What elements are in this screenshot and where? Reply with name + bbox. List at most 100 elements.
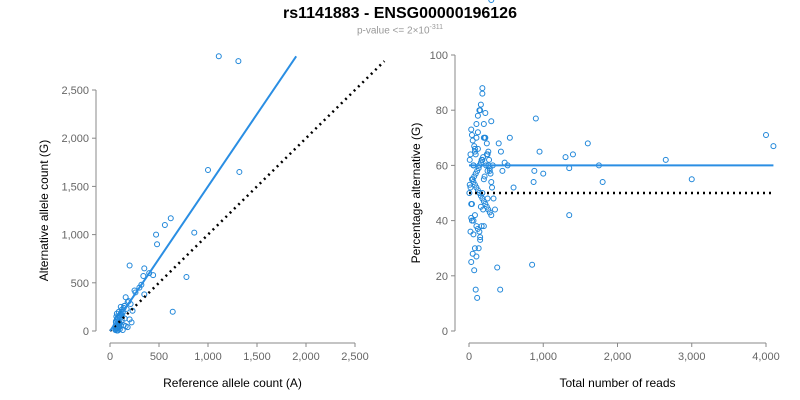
- left-data-point: [119, 309, 126, 316]
- right-data-point: [566, 212, 573, 219]
- right-data-point: [532, 115, 539, 122]
- right-data-point: [469, 176, 476, 183]
- right-data-point: [477, 234, 484, 241]
- right-y-tick-label: 100: [430, 50, 448, 62]
- right-data-point: [530, 178, 537, 185]
- left-data-point: [215, 53, 222, 60]
- left-data-point: [122, 294, 129, 301]
- left-data-point: [169, 308, 176, 315]
- subtitle-exponent: -311: [429, 24, 444, 31]
- right-data-point: [471, 212, 478, 219]
- left-x-axis-label: Reference allele count (A): [163, 376, 302, 390]
- right-data-point: [471, 267, 478, 274]
- right-x-tick-label: 1,000: [529, 351, 557, 363]
- right-x-tick-label: 4,000: [752, 351, 780, 363]
- right-data-point: [473, 253, 480, 260]
- left-data-point: [191, 229, 198, 236]
- left-data-point: [141, 265, 148, 272]
- right-data-point: [468, 126, 475, 133]
- right-data-point: [497, 148, 504, 155]
- right-data-point: [477, 236, 484, 243]
- right-data-point: [497, 286, 504, 293]
- right-data-point: [486, 156, 493, 163]
- right-y-tick-label: 60: [436, 160, 448, 172]
- left-x-tick-label: 1,000: [194, 351, 222, 363]
- right-data-point: [562, 154, 569, 161]
- left-data-point: [150, 272, 157, 279]
- right-data-point: [599, 178, 606, 185]
- right-data-point: [486, 167, 493, 174]
- right-data-point: [467, 151, 474, 158]
- left-x-tick-label: 1,500: [243, 351, 271, 363]
- chart-subtitle: p-value <= 2×10-311: [0, 24, 800, 36]
- right-y-tick-label: 20: [436, 271, 448, 283]
- right-data-point: [506, 134, 513, 141]
- right-data-point: [476, 107, 483, 114]
- right-data-point: [476, 228, 483, 235]
- left-fit-line: [109, 55, 298, 332]
- right-data-point: [471, 145, 478, 152]
- left-data-point: [124, 324, 131, 331]
- right-data-point: [540, 170, 547, 177]
- right-data-point: [483, 151, 490, 158]
- left-y-tick-label: 1,500: [61, 181, 89, 193]
- right-data-point: [491, 206, 498, 213]
- left-data-point: [153, 231, 160, 238]
- right-data-point: [482, 134, 489, 141]
- right-data-point: [584, 140, 591, 147]
- left-reference-line: [109, 60, 386, 332]
- right-data-point: [483, 140, 490, 147]
- left-data-point: [161, 221, 168, 228]
- left-data-point: [128, 319, 135, 326]
- right-data-point: [488, 178, 495, 185]
- right-x-tick-label: 3,000: [678, 351, 706, 363]
- right-data-point: [472, 286, 479, 293]
- right-data-point: [480, 176, 487, 183]
- right-data-point: [529, 261, 536, 268]
- right-data-point: [479, 190, 486, 196]
- right-data-point: [469, 250, 476, 257]
- left-data-point: [235, 58, 242, 65]
- subtitle-prefix: p-value <= 2×10: [356, 25, 430, 37]
- right-x-tick-label: 0: [466, 351, 472, 363]
- left-x-tick-label: 0: [107, 351, 113, 363]
- right-data-point: [471, 245, 478, 252]
- right-data-point: [488, 212, 495, 219]
- right-data-point: [475, 245, 482, 252]
- right-data-point: [468, 132, 475, 139]
- right-data-point: [470, 217, 477, 224]
- left-data-point: [129, 307, 136, 314]
- right-data-point: [473, 121, 480, 127]
- right-data-point: [468, 259, 475, 265]
- right-data-point: [494, 264, 501, 271]
- right-data-point: [479, 90, 486, 97]
- right-data-point: [763, 132, 769, 139]
- left-data-point: [117, 303, 124, 310]
- left-y-axis-label: Alternative allele count (G): [37, 140, 51, 281]
- right-data-point: [770, 143, 777, 150]
- right-data-point: [469, 137, 476, 144]
- left-y-tick-label: 2,500: [61, 85, 89, 97]
- left-data-point: [183, 274, 190, 281]
- right-data-point: [467, 184, 474, 191]
- right-data-point: [488, 0, 495, 3]
- right-data-point: [490, 195, 497, 202]
- right-data-point: [510, 184, 517, 191]
- right-x-tick-label: 2,000: [604, 351, 632, 363]
- right-data-point: [466, 156, 473, 163]
- left-y-tick-label: 500: [71, 278, 89, 290]
- right-x-axis-label: Total number of reads: [559, 376, 675, 390]
- right-data-point: [487, 170, 494, 177]
- left-data-point: [136, 284, 143, 291]
- right-data-point: [531, 167, 538, 174]
- right-data-point: [480, 121, 487, 127]
- right-data-point: [477, 203, 484, 210]
- left-data-point: [205, 167, 211, 174]
- right-data-point: [474, 129, 481, 136]
- right-data-point: [536, 148, 543, 155]
- right-data-point: [470, 231, 477, 238]
- left-y-tick-label: 2,000: [61, 133, 89, 145]
- right-data-point: [474, 294, 481, 301]
